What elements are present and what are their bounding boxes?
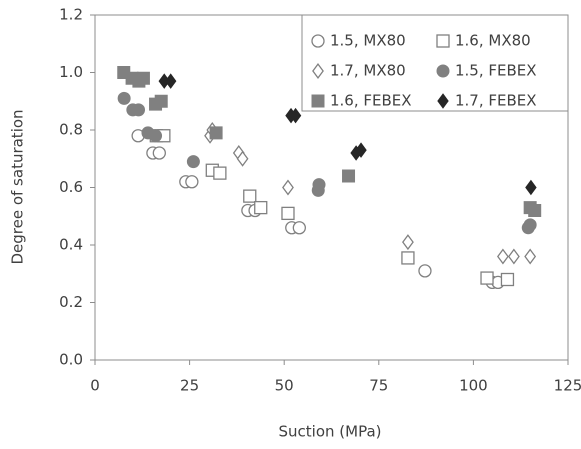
point [289, 107, 302, 124]
point [254, 200, 268, 215]
point [236, 150, 249, 167]
legend-label: 1.5, FEBEX [455, 62, 537, 80]
point [209, 126, 223, 140]
y-tick-label: 0.8 [59, 121, 83, 139]
x-tick-label: 125 [554, 377, 581, 395]
legend-marker [311, 94, 325, 108]
point [117, 91, 131, 105]
point [149, 129, 163, 143]
point [132, 103, 146, 117]
point [164, 73, 177, 89]
legend-marker [436, 64, 450, 78]
point [355, 142, 367, 158]
x-tick-label: 50 [275, 377, 294, 395]
point [342, 169, 356, 183]
point [281, 206, 295, 221]
legend-marker [436, 34, 450, 48]
point [402, 234, 414, 251]
y-tick-label: 0.0 [59, 351, 83, 369]
point [292, 221, 306, 235]
point [418, 264, 432, 278]
point [528, 204, 542, 217]
point [154, 94, 168, 108]
point [480, 271, 494, 285]
point [507, 248, 520, 265]
y-tick-label: 1.0 [59, 63, 83, 81]
point [282, 179, 294, 196]
legend-label: 1.6, MX80 [455, 32, 531, 50]
point [497, 248, 509, 265]
point [136, 71, 150, 85]
point [524, 248, 537, 265]
y-tick-label: 0.4 [59, 236, 83, 254]
x-tick-label: 25 [180, 377, 199, 395]
point [312, 178, 326, 192]
legend-label: 1.5, MX80 [330, 32, 406, 50]
point [185, 175, 199, 189]
legend-marker [311, 34, 325, 48]
y-tick-label: 1.2 [59, 6, 83, 24]
point [523, 218, 537, 232]
point [243, 189, 257, 203]
point [152, 146, 166, 160]
legend-label: 1.6, FEBEX [330, 92, 412, 110]
legend-label: 1.7, MX80 [330, 62, 406, 80]
point [525, 179, 537, 196]
point [213, 166, 227, 180]
point [500, 272, 515, 287]
point [401, 251, 415, 265]
y-tick-label: 0.6 [59, 178, 83, 196]
x-tick-label: 100 [459, 377, 488, 395]
x-tick-label: 75 [369, 377, 388, 395]
legend-marker [437, 93, 449, 109]
point [186, 155, 200, 169]
y-tick-label: 0.2 [59, 293, 83, 311]
legend-label: 1.7, FEBEX [455, 92, 537, 110]
x-axis-label: Suction (MPa) [279, 423, 382, 441]
legend-marker [312, 63, 324, 79]
legend-box [301, 14, 569, 112]
y-axis-label: Degree of saturation [9, 109, 27, 264]
x-tick-label: 0 [90, 377, 100, 395]
